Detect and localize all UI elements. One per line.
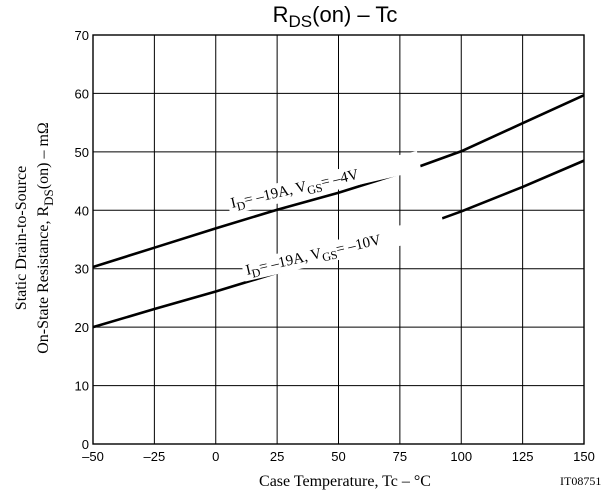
x-tick-labels: –50 –25 0 25 50 75 100 125 150 [82, 449, 595, 464]
y-tick-label: 70 [75, 28, 89, 43]
y-tick-label: 0 [82, 437, 89, 452]
x-tick-label: 100 [450, 449, 472, 464]
y-tick-labels: 0 10 20 30 40 50 60 70 [75, 28, 89, 452]
y-tick-label: 30 [75, 262, 89, 277]
x-tick-label: –25 [144, 449, 166, 464]
x-tick-label: 75 [393, 449, 407, 464]
x-tick-label: 25 [270, 449, 284, 464]
y-tick-label: 20 [75, 320, 89, 335]
plot-frame [92, 34, 585, 445]
x-tick-label: 50 [331, 449, 345, 464]
x-tick-label: 0 [212, 449, 219, 464]
x-tick-label: 125 [512, 449, 534, 464]
y-tick-label: 10 [75, 379, 89, 394]
x-tick-label: –50 [82, 449, 104, 464]
y-tick-label: 50 [75, 145, 89, 160]
y-tick-label: 40 [75, 203, 89, 218]
plot-border [92, 34, 585, 445]
y-tick-label: 60 [75, 86, 89, 101]
y-axis-label-line1: Static Drain-to-Source [13, 166, 30, 310]
series-line-0 [92, 93, 585, 269]
y-axis-label-line2: On-State Resistance, RDS(on) – mΩ [35, 122, 56, 354]
figure-code: IT08751 [560, 474, 601, 488]
grid [92, 34, 585, 445]
x-axis-label: Case Temperature, Tc – °C [259, 473, 431, 490]
chart-title: RDS(on) – Tc [273, 2, 398, 31]
x-tick-label: 150 [573, 449, 595, 464]
